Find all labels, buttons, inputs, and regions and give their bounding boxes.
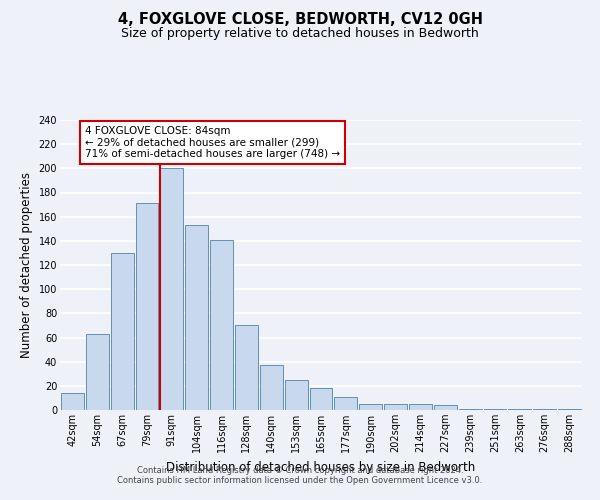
Bar bbox=[484, 409, 506, 410]
Bar bbox=[160, 168, 183, 410]
Bar bbox=[359, 404, 382, 410]
Bar bbox=[508, 409, 531, 410]
Bar bbox=[210, 240, 233, 410]
Bar bbox=[384, 404, 407, 410]
Bar bbox=[111, 253, 134, 410]
Bar bbox=[558, 409, 581, 410]
Bar bbox=[285, 380, 308, 410]
Text: Size of property relative to detached houses in Bedworth: Size of property relative to detached ho… bbox=[121, 28, 479, 40]
Bar bbox=[434, 405, 457, 410]
Bar bbox=[409, 404, 432, 410]
Bar bbox=[260, 366, 283, 410]
Bar bbox=[334, 396, 357, 410]
Text: 4 FOXGLOVE CLOSE: 84sqm
← 29% of detached houses are smaller (299)
71% of semi-d: 4 FOXGLOVE CLOSE: 84sqm ← 29% of detache… bbox=[85, 126, 340, 159]
Bar bbox=[310, 388, 332, 410]
Text: 4, FOXGLOVE CLOSE, BEDWORTH, CV12 0GH: 4, FOXGLOVE CLOSE, BEDWORTH, CV12 0GH bbox=[118, 12, 482, 28]
X-axis label: Distribution of detached houses by size in Bedworth: Distribution of detached houses by size … bbox=[166, 460, 476, 473]
Bar bbox=[459, 409, 482, 410]
Bar bbox=[136, 204, 158, 410]
Text: Contains HM Land Registry data © Crown copyright and database right 2024.
Contai: Contains HM Land Registry data © Crown c… bbox=[118, 466, 482, 485]
Bar bbox=[235, 326, 258, 410]
Bar bbox=[533, 409, 556, 410]
Bar bbox=[86, 334, 109, 410]
Bar bbox=[185, 225, 208, 410]
Bar bbox=[61, 393, 84, 410]
Y-axis label: Number of detached properties: Number of detached properties bbox=[20, 172, 33, 358]
